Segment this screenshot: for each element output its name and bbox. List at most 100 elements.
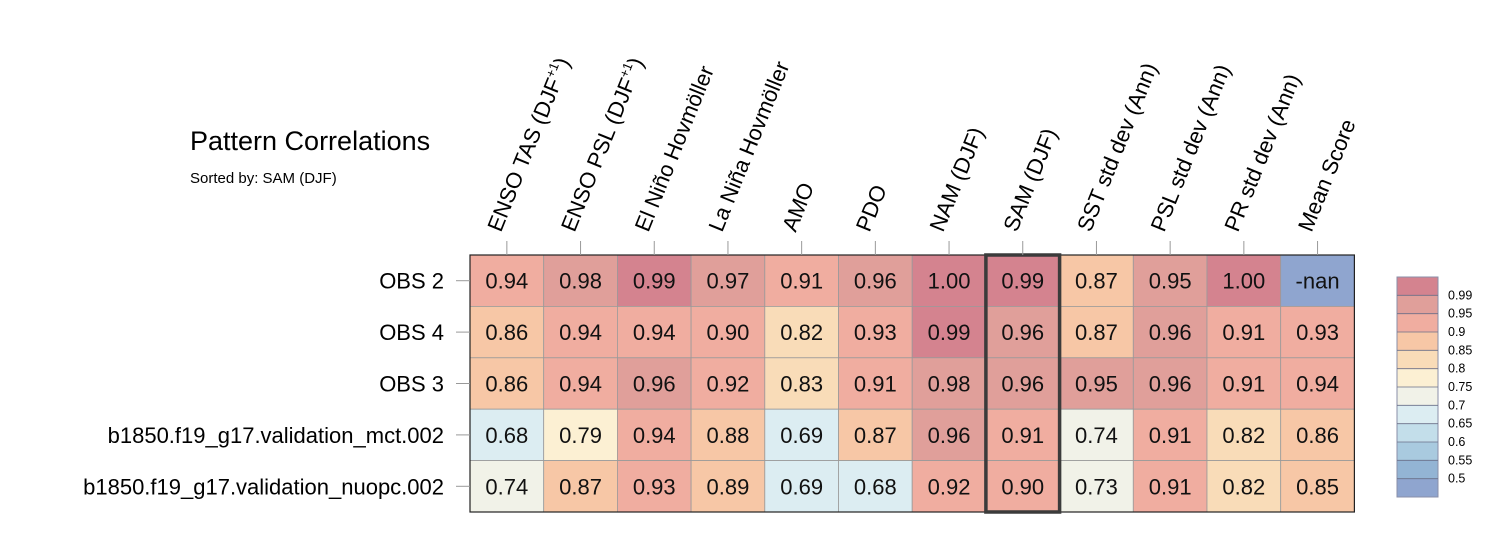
cell-value: 0.96 bbox=[1149, 320, 1192, 345]
cell-value: 1.00 bbox=[1222, 269, 1265, 294]
cell-value: 0.95 bbox=[1075, 372, 1118, 397]
heatmap-cell bbox=[911, 254, 987, 307]
cell-value: 0.92 bbox=[707, 372, 750, 397]
column-label: NAM (DJF) bbox=[925, 124, 989, 235]
cell-value: 0.68 bbox=[854, 474, 897, 499]
colorbar-label: 0.99 bbox=[1448, 288, 1472, 302]
heatmap-cell bbox=[1206, 460, 1282, 513]
cell-value: 0.83 bbox=[780, 372, 823, 397]
cell-value: 0.82 bbox=[1222, 474, 1265, 499]
cell-value: 0.86 bbox=[1296, 423, 1339, 448]
heatmap-cell bbox=[690, 305, 766, 359]
cell-value: 0.89 bbox=[707, 474, 750, 499]
heatmap-cell bbox=[985, 305, 1061, 359]
heatmap-cell bbox=[1059, 460, 1134, 513]
heatmap-cell bbox=[1132, 305, 1208, 359]
heatmap-cell bbox=[1280, 305, 1355, 359]
row-label: b1850.f19_g17.validation_mct.002 bbox=[108, 423, 444, 448]
cell-value: 0.74 bbox=[485, 474, 528, 499]
cell-value: 0.91 bbox=[1222, 320, 1265, 345]
heatmap-cell bbox=[985, 460, 1061, 513]
heatmap-cell bbox=[764, 305, 839, 359]
heatmap-cell bbox=[911, 357, 987, 410]
cell-value: 0.96 bbox=[1001, 372, 1044, 397]
heatmap-cell bbox=[690, 357, 766, 410]
heatmap-cell bbox=[469, 408, 545, 462]
column-label: ENSO PSL (DJF+1) bbox=[555, 53, 648, 234]
heatmap-cell bbox=[764, 357, 839, 410]
heatmap-cell bbox=[1059, 357, 1134, 410]
column-label: PDO bbox=[851, 181, 892, 235]
colorbar-swatch bbox=[1397, 277, 1438, 296]
cell-value: 0.86 bbox=[485, 372, 528, 397]
cell-value: 0.91 bbox=[1001, 423, 1044, 448]
cell-value: 0.90 bbox=[707, 320, 750, 345]
heatmap-cell bbox=[1206, 408, 1282, 462]
chart-subtitle: Sorted by: SAM (DJF) bbox=[190, 170, 337, 187]
cell-value: 0.93 bbox=[1296, 320, 1339, 345]
cell-value: 0.98 bbox=[559, 269, 602, 294]
cell-value: 0.99 bbox=[633, 269, 676, 294]
colorbar-swatch bbox=[1397, 332, 1438, 351]
cell-value: 0.79 bbox=[559, 423, 602, 448]
heatmap-cell bbox=[1280, 408, 1355, 462]
cell-value: 0.88 bbox=[707, 423, 750, 448]
cell-value: 0.87 bbox=[559, 474, 602, 499]
cell-value: 0.87 bbox=[1075, 320, 1118, 345]
cell-value: 0.93 bbox=[633, 474, 676, 499]
row-label: OBS 3 bbox=[379, 372, 444, 397]
heatmap-cell bbox=[1280, 357, 1355, 410]
cell-value: 0.91 bbox=[1149, 474, 1192, 499]
cell-value: 0.97 bbox=[707, 269, 750, 294]
cell-value: 0.82 bbox=[1222, 423, 1265, 448]
heatmap-cell bbox=[1206, 305, 1282, 359]
cell-value: 0.91 bbox=[1222, 372, 1265, 397]
column-label: PR std dev (Ann) bbox=[1219, 70, 1305, 235]
cell-value: 0.94 bbox=[485, 269, 528, 294]
cell-value: 0.98 bbox=[928, 372, 971, 397]
colorbar-swatch bbox=[1397, 405, 1438, 424]
heatmap-cell bbox=[543, 357, 618, 410]
cell-value: 0.86 bbox=[485, 320, 528, 345]
cell-value: 0.91 bbox=[1149, 423, 1192, 448]
heatmap-cell bbox=[1206, 357, 1282, 410]
heatmap-cell bbox=[838, 305, 913, 359]
colorbar-label: 0.7 bbox=[1448, 398, 1465, 412]
cell-value: 0.94 bbox=[633, 423, 676, 448]
cell-value: 0.91 bbox=[854, 372, 897, 397]
colorbar-label: 0.9 bbox=[1448, 325, 1465, 339]
colorbar-swatch bbox=[1397, 368, 1438, 387]
column-label: SAM (DJF) bbox=[998, 125, 1062, 235]
heatmap-cell bbox=[1132, 357, 1208, 410]
colorbar-swatch bbox=[1397, 460, 1438, 479]
cell-value: 0.94 bbox=[633, 320, 676, 345]
cell-value: 0.74 bbox=[1075, 423, 1118, 448]
colorbar-swatch bbox=[1397, 350, 1438, 369]
column-label: Mean Score bbox=[1293, 116, 1361, 235]
colorbar-label: 0.6 bbox=[1448, 435, 1465, 449]
heatmap-cell bbox=[911, 305, 987, 359]
column-label: ENSO TAS (DJF+1) bbox=[481, 53, 574, 234]
cell-value: 0.94 bbox=[559, 372, 602, 397]
colorbar-swatch bbox=[1397, 387, 1438, 406]
colorbar-label: 0.65 bbox=[1448, 417, 1472, 431]
colorbar-label: 0.8 bbox=[1448, 362, 1465, 376]
colorbar-swatch bbox=[1397, 423, 1438, 442]
cell-value: 0.96 bbox=[1149, 372, 1192, 397]
cell-value: 0.94 bbox=[559, 320, 602, 345]
colorbar-label: 0.95 bbox=[1448, 307, 1472, 321]
heatmap-cell bbox=[617, 460, 692, 513]
colorbar-swatch bbox=[1397, 295, 1438, 314]
colorbar-swatch bbox=[1397, 313, 1438, 332]
heatmap-cell bbox=[617, 408, 692, 462]
heatmap-cell bbox=[838, 460, 913, 513]
cell-value: 0.93 bbox=[854, 320, 897, 345]
heatmap-cell bbox=[617, 357, 692, 410]
colorbar-label: 0.5 bbox=[1448, 472, 1465, 486]
cell-value: -nan bbox=[1296, 269, 1340, 294]
cell-value: 0.95 bbox=[1149, 269, 1192, 294]
heatmap-cell bbox=[1132, 408, 1208, 462]
cell-value: 0.87 bbox=[1075, 269, 1118, 294]
column-label: SST std dev (Ann) bbox=[1072, 59, 1162, 235]
